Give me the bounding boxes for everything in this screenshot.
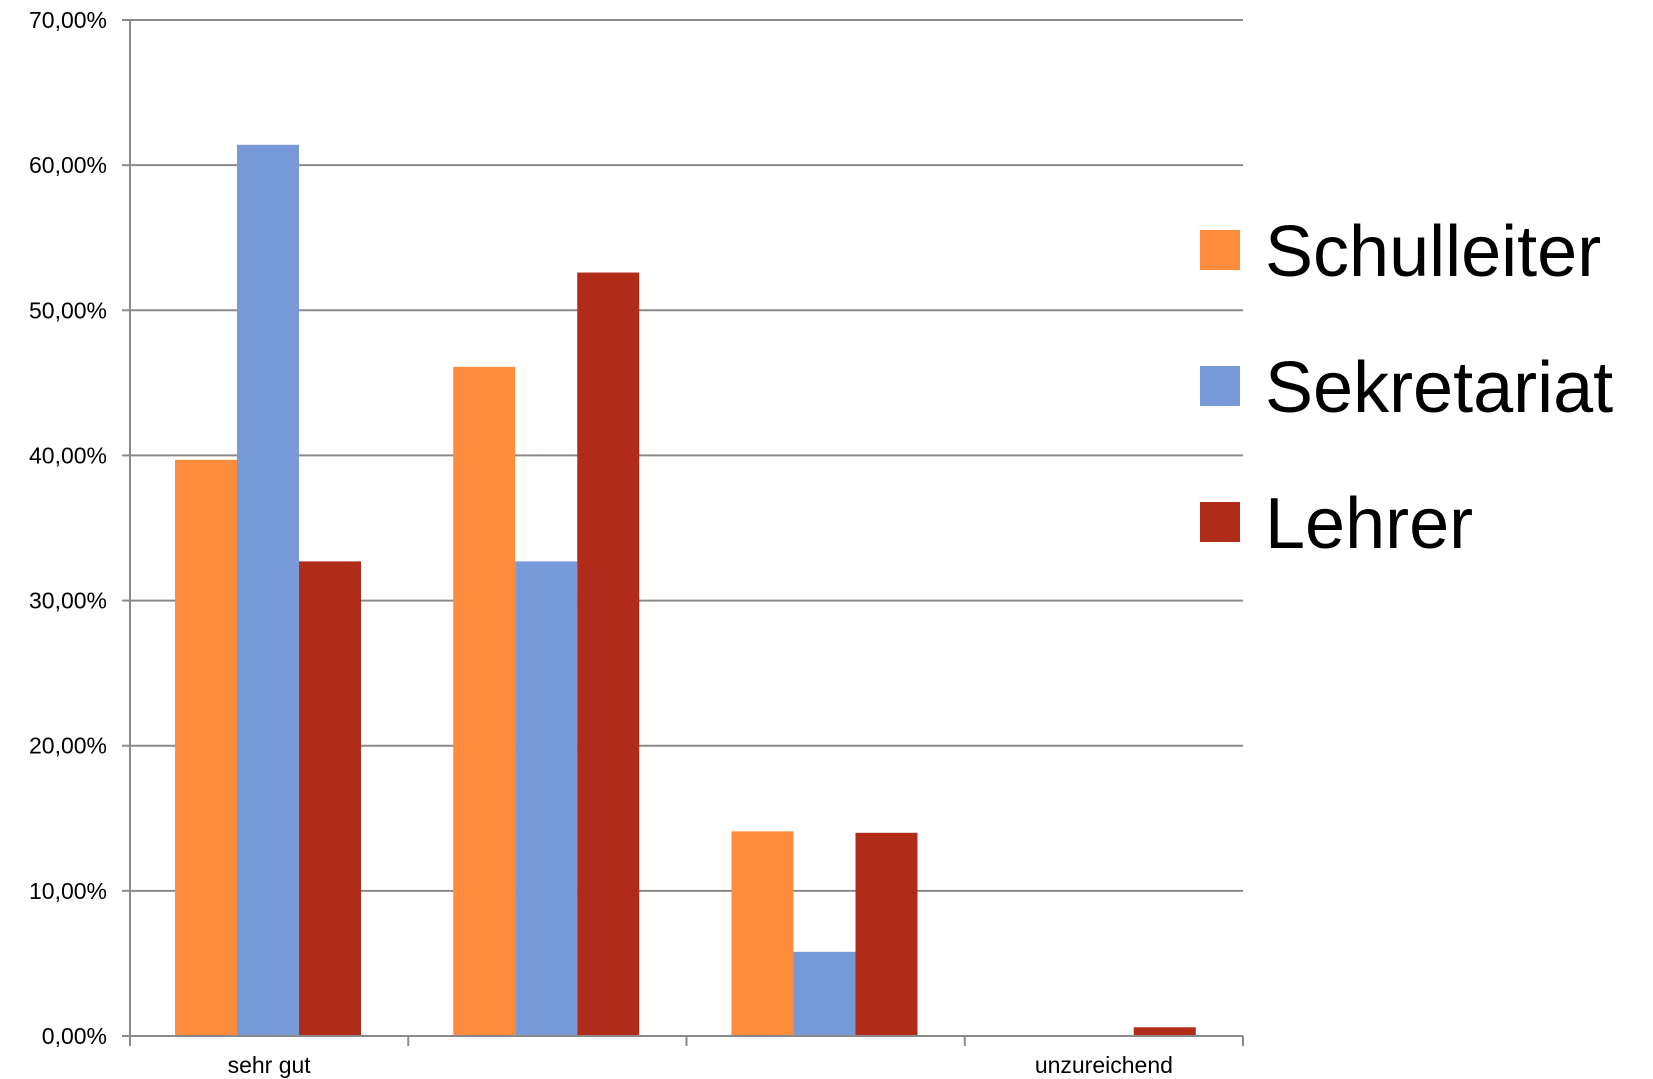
x-tick-labels: sehr gut unzureichend — [228, 1052, 1173, 1078]
y-tick-label: 0,00% — [42, 1023, 107, 1049]
y-tick-label: 40,00% — [29, 442, 107, 468]
x-tick-label: unzureichend — [1035, 1052, 1173, 1078]
bar-lehrer-1 — [577, 272, 640, 1036]
legend-swatch-schulleiter — [1200, 230, 1240, 270]
y-tick-label: 70,00% — [29, 7, 107, 33]
legend-label-lehrer: Lehrer — [1265, 484, 1473, 564]
bar-schulleiter-2 — [731, 831, 794, 1036]
y-tick-label: 50,00% — [29, 297, 107, 323]
y-tick-labels: 0,00% 10,00% 20,00% 30,00% 40,00% 50,00% 60,00… — [29, 7, 107, 1049]
y-tick-label: 60,00% — [29, 152, 107, 178]
legend-swatch-sekretariat — [1200, 366, 1240, 406]
legend-label-schulleiter: Schulleiter — [1265, 212, 1601, 292]
bar-sekretariat-0 — [237, 144, 299, 1036]
legend-swatch-lehrer — [1200, 502, 1240, 542]
bar-schulleiter-1 — [453, 366, 516, 1036]
y-tick-label: 30,00% — [29, 588, 107, 614]
x-tick-label: sehr gut — [228, 1052, 312, 1078]
bar-sekretariat-1 — [515, 561, 578, 1036]
bar-lehrer-2 — [855, 832, 918, 1036]
legend-label-sekretariat: Sekretariat — [1265, 348, 1613, 428]
bar-lehrer-0 — [299, 561, 361, 1036]
legend: Schulleiter Sekretariat Lehrer — [1200, 212, 1613, 564]
bar-schulleiter-0 — [175, 459, 237, 1037]
bar-lehrer-3 — [1133, 1027, 1196, 1036]
y-tick-label: 20,00% — [29, 733, 107, 759]
bar-sekretariat-2 — [793, 951, 856, 1036]
axes — [122, 19, 1244, 1046]
bars — [175, 144, 1196, 1037]
y-tick-label: 10,00% — [29, 878, 107, 904]
